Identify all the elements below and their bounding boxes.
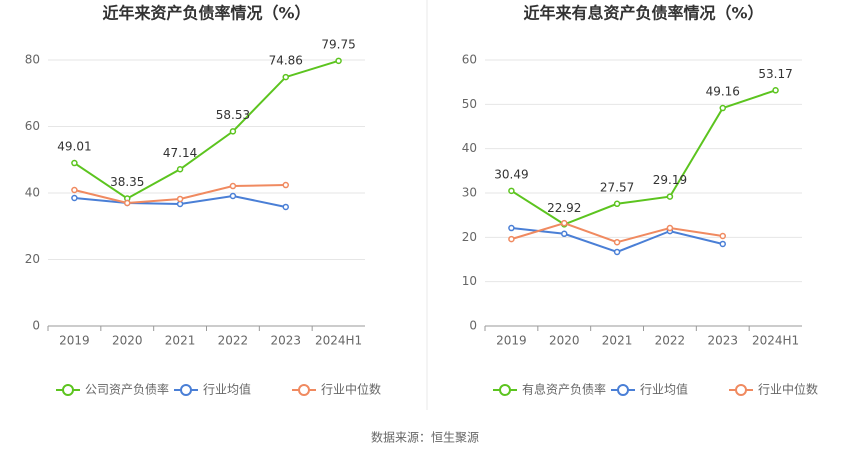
data-label: 22.92 xyxy=(547,201,581,215)
y-tick-label: 60 xyxy=(462,53,477,67)
series-line xyxy=(73,59,339,200)
legend-label: 有息资产负债率 xyxy=(522,382,606,397)
point xyxy=(229,192,237,200)
point xyxy=(71,186,78,194)
legend-label: 公司资产负债率 xyxy=(85,382,169,397)
point xyxy=(613,238,621,246)
point xyxy=(719,104,726,112)
point xyxy=(229,128,237,135)
y-tick-label: 40 xyxy=(462,141,477,155)
y-tick-label: 10 xyxy=(462,274,477,288)
legend-label: 行业中位数 xyxy=(758,382,818,397)
legend-marker xyxy=(62,384,74,396)
y-tick-label: 30 xyxy=(462,186,477,200)
data-label: 74.86 xyxy=(269,54,303,68)
data-label: 49.16 xyxy=(706,85,740,99)
legend-marker xyxy=(499,384,511,396)
legend-label: 行业中位数 xyxy=(321,382,381,397)
y-tick-label: 50 xyxy=(462,97,477,111)
point xyxy=(561,230,568,238)
point xyxy=(229,182,237,190)
point xyxy=(508,235,515,243)
legend-marker xyxy=(617,384,629,396)
source: 数据来源：恒生聚源 xyxy=(371,430,479,445)
point xyxy=(613,248,621,256)
point xyxy=(772,87,779,94)
data-label: 29.19 xyxy=(653,173,687,187)
chart-title: 近年来资产负债率情况（%） xyxy=(102,4,310,23)
legend-marker xyxy=(180,384,192,396)
x-tick-label: 2019 xyxy=(59,334,90,348)
point xyxy=(124,199,131,207)
point xyxy=(282,181,289,189)
data-label: 27.57 xyxy=(600,180,634,194)
x-tick-label: 2024H1 xyxy=(752,334,799,348)
x-tick-label: 2023 xyxy=(270,334,301,348)
data-label: 47.14 xyxy=(163,146,197,160)
legend-marker xyxy=(735,384,747,396)
point xyxy=(508,224,515,232)
point xyxy=(282,73,289,81)
y-tick-label: 20 xyxy=(462,230,477,244)
x-tick-label: 2023 xyxy=(707,334,738,348)
y-tick-label: 0 xyxy=(32,319,40,333)
x-tick-label: 2019 xyxy=(496,334,527,348)
point xyxy=(71,159,78,167)
x-tick-label: 2022 xyxy=(218,334,249,348)
point xyxy=(613,200,621,208)
legend-label: 行业均值 xyxy=(203,382,251,397)
data-label: 30.49 xyxy=(494,167,528,181)
point xyxy=(719,240,726,248)
data-label: 49.01 xyxy=(57,140,91,154)
legend-marker xyxy=(298,384,310,396)
y-tick-label: 60 xyxy=(25,119,40,133)
point xyxy=(719,232,726,240)
series-line xyxy=(510,89,776,226)
data-label: 58.53 xyxy=(216,108,250,122)
point xyxy=(561,219,568,227)
x-tick-label: 2022 xyxy=(655,334,686,348)
x-tick-label: 2021 xyxy=(602,334,633,348)
legend-label: 行业均值 xyxy=(640,382,688,397)
x-tick-label: 2020 xyxy=(549,334,580,348)
y-tick-label: 20 xyxy=(25,252,40,266)
point xyxy=(282,203,289,211)
point xyxy=(666,224,674,232)
chart-title: 近年来有息资产负债率情况（%） xyxy=(523,4,763,23)
data-label: 79.75 xyxy=(321,37,355,51)
x-tick-label: 2020 xyxy=(112,334,143,348)
x-tick-label: 2024H1 xyxy=(315,334,362,348)
point xyxy=(176,195,184,203)
y-tick-label: 40 xyxy=(25,186,40,200)
y-tick-label: 80 xyxy=(25,53,40,67)
x-tick-label: 2021 xyxy=(165,334,196,348)
point xyxy=(176,166,184,173)
point xyxy=(71,194,78,202)
point xyxy=(335,57,342,65)
point xyxy=(508,187,515,195)
y-tick-label: 0 xyxy=(469,319,477,333)
point xyxy=(666,193,674,200)
data-label: 38.35 xyxy=(110,175,144,189)
data-label: 53.17 xyxy=(758,67,792,81)
